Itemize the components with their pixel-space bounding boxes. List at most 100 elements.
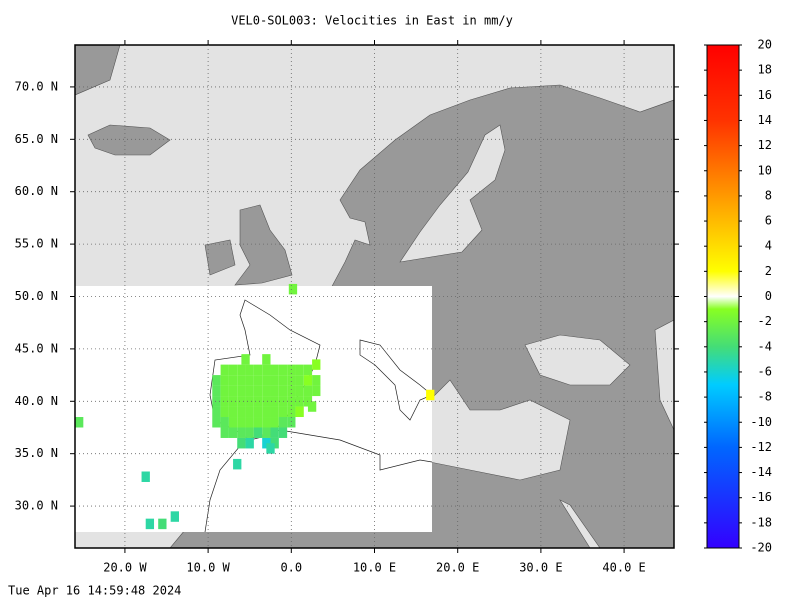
velocity-cell [253,385,263,397]
colorbar-label: 20 [758,38,772,52]
velocity-cell [228,427,238,438]
velocity-cell [303,375,313,386]
velocity-cell [278,417,288,428]
velocity-cell [278,375,288,386]
basemap [75,45,674,548]
greenland [75,45,121,96]
velocity-cell [287,417,296,428]
velocity-cell [237,417,246,428]
velocity-cell [220,406,229,418]
velocity-cell [253,364,263,376]
colorbar-label: -14 [750,465,772,479]
colorbar-label: -20 [750,541,772,555]
velocity-cell [288,283,298,295]
velocity-cell [270,406,279,418]
velocity-cell [233,458,242,470]
velocity-cell [253,417,263,428]
velocity-cell [212,417,221,428]
colorbar [706,44,740,549]
colorbar-label: -4 [758,339,772,353]
velocity-cell [262,406,271,418]
y-tick-label: 65.0 N [15,132,58,146]
velocity-cell [237,427,246,438]
colorbar-label: -12 [750,440,772,454]
great-britain [234,204,293,286]
velocity-cell [295,364,304,376]
y-tick-label: 55.0 N [15,237,58,251]
baltic-sea [399,124,506,263]
y-tick-label: 35.0 N [15,446,58,460]
y-tick-label: 50.0 N [15,289,58,303]
colorbar-label: 18 [758,63,772,77]
velocity-cell [228,385,238,397]
velocity-cell [220,427,229,438]
colorbar-label: -18 [750,515,772,529]
velocity-cell [262,427,271,438]
black-sea [524,334,631,386]
velocity-cell [75,417,84,428]
velocity-cell [237,437,246,449]
y-tick-label: 45.0 N [15,341,58,355]
colorbar-label: -6 [758,364,772,378]
velocity-cell [220,364,229,376]
iceland [87,124,171,156]
velocity-cell [170,511,179,522]
colorbar-label: 6 [765,214,772,228]
velocity-cell [220,385,229,397]
velocity-cell [270,375,279,386]
velocity-cell [245,375,254,386]
red-sea [559,499,601,548]
velocity-cell [237,385,246,397]
velocity-cell [228,375,238,386]
velocity-cell [270,396,279,407]
x-tick-label: 10.0 W [186,561,230,575]
velocity-cell [303,364,313,376]
colorbar-label: 14 [758,113,772,127]
colorbar-label: -8 [758,390,772,404]
velocity-cell [241,354,250,365]
x-tick-label: 20.0 E [436,561,479,575]
velocity-cell [278,364,288,376]
velocity-cell [278,406,288,418]
velocity-cell [426,389,435,401]
velocity-cell [237,375,246,386]
italy-coast [359,339,432,421]
x-tick-label: 0.0 [280,561,302,575]
velocity-cell [212,396,221,407]
velocity-cell [253,406,263,418]
velocity-cell [237,364,246,376]
colorbar-label: -2 [758,314,772,328]
y-tick-label: 30.0 N [15,499,58,513]
colorbar-label: 0 [765,289,772,303]
velocity-cell [212,406,221,418]
colorbar-label: 10 [758,163,772,177]
velocity-cell [270,417,279,428]
velocity-cell [253,427,263,438]
velocity-cell [212,385,221,397]
velocity-cell [270,385,279,397]
velocity-cell [253,375,263,386]
africa-coast [204,429,432,532]
colorbar-label: -10 [750,415,772,429]
velocity-cell [245,437,254,449]
colorbar-label: 8 [765,188,772,202]
velocity-cell [245,396,254,407]
velocity-cell [270,437,279,449]
velocity-cell [303,385,313,397]
velocity-cell [253,396,263,407]
velocity-cell [312,385,321,397]
caspian-sea [654,319,674,431]
velocity-cell [220,417,229,428]
velocity-cell [220,375,229,386]
velocity-cell [237,396,246,407]
x-tick-label: 10.0 E [353,561,396,575]
velocity-cell [237,406,246,418]
x-tick-label: 40.0 E [602,561,645,575]
velocity-cell [295,375,304,386]
velocity-cell [245,385,254,397]
velocity-cell [262,396,271,407]
velocity-cell [270,364,279,376]
velocity-cell [245,406,254,418]
velocity-cell [262,437,271,449]
chart-title: VEL0-SOL003: Velocities in East in mm/y [231,14,513,28]
